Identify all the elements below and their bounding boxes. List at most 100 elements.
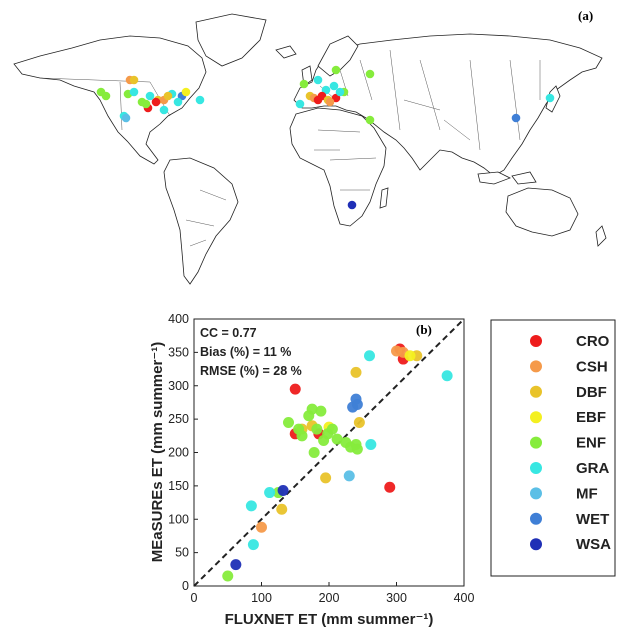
africa-landmass: [289, 107, 387, 227]
data-point-mf: [343, 470, 355, 482]
scatter-plot: 0 100 200 300 400 0 50 100 150 200 250 300 350 400 C…: [149, 312, 474, 628]
y-tick-label: 0: [182, 579, 189, 593]
legend-label-wet: WET: [576, 511, 609, 528]
map-site-dbf: [129, 75, 139, 85]
map-site-gra: [145, 91, 155, 101]
legend-marker-wet: [530, 512, 542, 525]
x-axis-title: FLUXNET ET (mm summer⁻¹): [225, 611, 434, 628]
stat-rmse: RMSE (%) = 28 %: [200, 364, 302, 378]
x-tick-label: 0: [191, 591, 198, 605]
legend-label-cro: CRO: [576, 333, 610, 350]
data-point-gra: [441, 370, 453, 382]
y-tick-label: 150: [168, 479, 189, 493]
data-point-enf: [296, 430, 308, 442]
x-tick-label: 400: [454, 591, 475, 605]
north-america-landmass: [13, 35, 207, 165]
map-site-gra: [173, 97, 183, 107]
map-site-enf: [365, 69, 375, 79]
legend-marker-cro: [530, 335, 542, 347]
map-site-gra: [313, 75, 323, 85]
data-point-enf: [308, 447, 320, 458]
x-axis-ticks: 0 100 200 300 400: [191, 582, 475, 605]
data-point-enf: [222, 570, 234, 582]
map-site-cro: [151, 97, 161, 107]
new-zealand-landmass: [595, 225, 607, 247]
data-point-enf: [326, 423, 338, 435]
y-tick-label: 100: [168, 512, 189, 526]
scatter-panel-label: (b): [416, 322, 432, 337]
data-point-dbf: [276, 503, 288, 515]
y-tick-label: 300: [168, 379, 189, 393]
data-point-gra: [364, 350, 375, 362]
x-tick-label: 200: [319, 591, 340, 605]
y-tick-label: 50: [175, 546, 189, 560]
y-tick-label: 250: [168, 412, 189, 426]
greenland-landmass: [195, 13, 267, 67]
continents: [13, 13, 607, 285]
legend-marker-ebf: [530, 411, 542, 424]
legend-marker-dbf: [530, 385, 542, 398]
data-point-gra: [365, 438, 377, 450]
legend-label-enf: ENF: [576, 435, 606, 452]
world-map-panel: (a): [13, 8, 607, 285]
legend-marker-mf: [530, 487, 542, 500]
legend-label-mf: MF: [576, 485, 598, 502]
map-site-enf: [101, 91, 111, 101]
map-site-gra: [129, 87, 139, 97]
map-site-gra: [329, 81, 339, 91]
data-point-enf: [306, 403, 318, 415]
scandinavia-landmass: [317, 35, 359, 77]
map-site-markers: [96, 65, 555, 210]
legend-label-gra: GRA: [576, 460, 610, 477]
map-site-wsa: [347, 200, 357, 210]
stat-cc: CC = 0.77: [200, 326, 257, 340]
map-site-gra: [545, 93, 555, 103]
data-point-cro: [289, 383, 301, 395]
y-axis-ticks: 0 50 100 150 200 250 300 350 400: [168, 312, 198, 593]
map-site-csh: [325, 97, 335, 107]
iceland-landmass: [275, 45, 297, 59]
legend-label-csh: CSH: [576, 358, 608, 375]
map-site-gra: [159, 105, 169, 115]
data-point-wsa: [277, 485, 289, 497]
map-site-enf: [331, 65, 341, 75]
map-site-dbf: [163, 91, 173, 101]
legend-marker-gra: [530, 462, 542, 474]
map-site-enf: [137, 97, 147, 107]
data-points: [222, 343, 453, 582]
map-site-enf: [365, 115, 375, 125]
map-site-gra: [295, 99, 305, 109]
map-site-wet: [511, 113, 521, 123]
legend-box: [490, 319, 616, 577]
data-point-dbf: [353, 416, 365, 428]
legend-label-dbf: DBF: [576, 384, 607, 401]
map-site-gra: [335, 87, 345, 97]
y-tick-label: 400: [168, 312, 189, 326]
australia-landmass: [505, 187, 579, 237]
stat-bias: Bias (%) = 11 %: [200, 345, 291, 359]
y-tick-label: 350: [168, 345, 189, 359]
data-point-dbf: [350, 366, 362, 378]
map-panel-label: (a): [578, 8, 593, 23]
x-tick-label: 100: [251, 591, 272, 605]
map-site-cro: [313, 95, 323, 105]
madagascar-landmass: [379, 187, 389, 209]
data-point-cro: [384, 481, 396, 493]
data-point-enf: [311, 423, 323, 435]
data-point-dbf: [320, 472, 332, 484]
map-site-ebf: [181, 87, 191, 97]
legend-label-ebf: EBF: [576, 409, 606, 426]
data-point-wet: [351, 398, 363, 410]
data-point-enf: [351, 443, 363, 455]
data-point-gra: [245, 500, 257, 512]
data-point-ebf: [404, 350, 416, 362]
data-point-enf: [331, 433, 343, 445]
indonesia-landmass: [477, 171, 537, 185]
data-point-enf: [283, 416, 294, 428]
legend-label-wsa: WSA: [576, 536, 611, 553]
data-point-wsa: [230, 559, 242, 571]
one-to-one-line: [193, 318, 465, 587]
south-america-landmass: [163, 157, 239, 285]
y-axis-title: MEaSUREs ET (mm summer⁻¹): [149, 342, 166, 562]
